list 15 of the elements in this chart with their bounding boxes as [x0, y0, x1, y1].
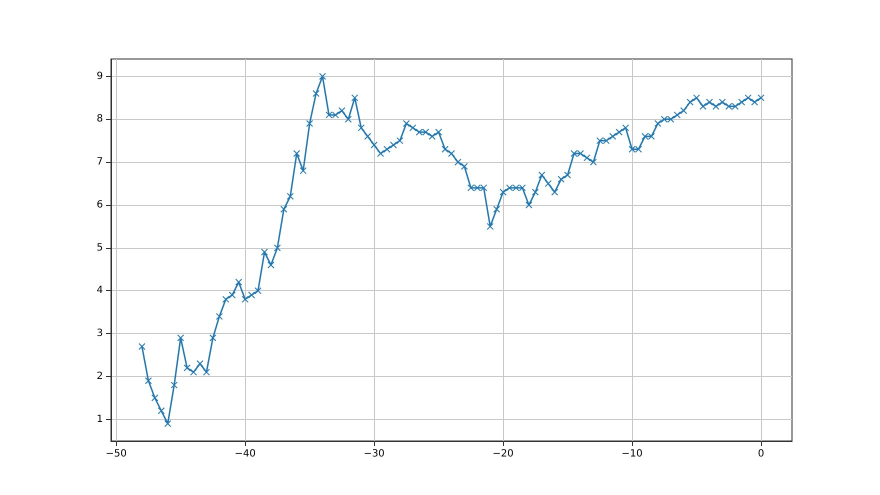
x-tick-label: −10	[622, 448, 643, 460]
y-tick-label: 1	[96, 414, 103, 425]
y-tick-label: 3	[96, 328, 103, 340]
y-tick-label: 2	[96, 370, 103, 382]
y-tick-label: 4	[96, 285, 103, 296]
y-tick-label: 8	[96, 114, 103, 125]
x-tick-label: −40	[234, 448, 256, 460]
y-tick-label: 6	[96, 199, 103, 210]
x-tick-label: 0	[758, 448, 764, 460]
x-tick-label: −20	[492, 448, 514, 460]
y-tick-label: 7	[96, 156, 103, 168]
x-tick-label: −50	[106, 448, 127, 460]
y-tick-label: 9	[96, 70, 103, 82]
y-tick-label: 5	[96, 242, 103, 254]
x-tick-label: −30	[364, 448, 385, 460]
